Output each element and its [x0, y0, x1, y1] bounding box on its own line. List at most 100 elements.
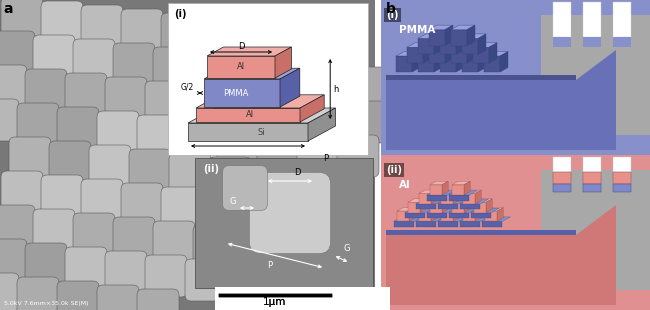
Polygon shape	[188, 123, 308, 141]
Polygon shape	[474, 202, 486, 213]
FancyBboxPatch shape	[0, 205, 35, 247]
Polygon shape	[419, 211, 431, 221]
FancyBboxPatch shape	[145, 81, 187, 123]
Polygon shape	[397, 208, 415, 211]
Bar	[583, 157, 601, 172]
FancyBboxPatch shape	[0, 239, 27, 281]
FancyBboxPatch shape	[321, 203, 363, 245]
Text: G: G	[343, 244, 350, 253]
Polygon shape	[441, 208, 459, 211]
FancyBboxPatch shape	[345, 101, 387, 143]
Polygon shape	[415, 199, 445, 204]
FancyBboxPatch shape	[161, 187, 203, 229]
Text: (ii): (ii)	[203, 164, 219, 174]
Polygon shape	[426, 213, 447, 218]
Polygon shape	[451, 29, 467, 46]
Polygon shape	[418, 34, 442, 38]
FancyBboxPatch shape	[41, 175, 83, 217]
Polygon shape	[204, 68, 300, 79]
Polygon shape	[473, 43, 497, 47]
FancyBboxPatch shape	[1, 171, 43, 213]
FancyBboxPatch shape	[305, 271, 347, 310]
Polygon shape	[397, 211, 410, 221]
FancyBboxPatch shape	[97, 111, 139, 153]
FancyBboxPatch shape	[0, 99, 19, 141]
Polygon shape	[448, 208, 477, 213]
Polygon shape	[460, 199, 488, 204]
Polygon shape	[437, 221, 458, 227]
Polygon shape	[441, 211, 453, 221]
Polygon shape	[440, 38, 456, 54]
Text: PMMA: PMMA	[223, 89, 248, 98]
FancyBboxPatch shape	[33, 35, 75, 77]
Polygon shape	[412, 51, 420, 72]
FancyBboxPatch shape	[241, 195, 283, 237]
Polygon shape	[423, 43, 431, 63]
Bar	[553, 2, 571, 37]
Polygon shape	[445, 43, 453, 63]
FancyBboxPatch shape	[89, 145, 131, 187]
Polygon shape	[386, 205, 616, 305]
Polygon shape	[452, 184, 464, 195]
FancyBboxPatch shape	[337, 135, 379, 177]
Polygon shape	[429, 43, 453, 47]
Polygon shape	[404, 213, 425, 218]
Polygon shape	[484, 56, 500, 72]
FancyBboxPatch shape	[0, 31, 35, 73]
Polygon shape	[419, 193, 431, 204]
Polygon shape	[394, 221, 415, 227]
Polygon shape	[394, 217, 422, 221]
Text: G/2: G/2	[181, 83, 194, 92]
Text: 1μm: 1μm	[263, 297, 287, 307]
FancyBboxPatch shape	[121, 9, 163, 51]
Polygon shape	[453, 208, 459, 221]
Text: Si: Si	[258, 128, 266, 137]
FancyBboxPatch shape	[145, 255, 187, 297]
Polygon shape	[196, 108, 300, 122]
Polygon shape	[448, 195, 469, 201]
FancyBboxPatch shape	[201, 191, 243, 233]
FancyBboxPatch shape	[222, 166, 267, 210]
FancyBboxPatch shape	[241, 21, 283, 63]
Polygon shape	[275, 47, 291, 78]
FancyBboxPatch shape	[97, 285, 139, 310]
Text: Al: Al	[399, 180, 411, 190]
Polygon shape	[448, 213, 469, 218]
Polygon shape	[456, 51, 464, 72]
Polygon shape	[386, 50, 616, 150]
Text: (i): (i)	[174, 9, 187, 19]
Bar	[613, 37, 631, 47]
Bar	[583, 184, 601, 192]
Polygon shape	[434, 51, 442, 72]
FancyBboxPatch shape	[225, 89, 267, 131]
Polygon shape	[475, 190, 481, 204]
FancyBboxPatch shape	[1, 0, 43, 39]
FancyBboxPatch shape	[25, 243, 67, 285]
FancyBboxPatch shape	[185, 259, 227, 301]
FancyBboxPatch shape	[65, 247, 107, 289]
Polygon shape	[475, 208, 481, 221]
Polygon shape	[440, 34, 464, 38]
Text: (ii): (ii)	[386, 165, 402, 175]
Bar	[583, 37, 601, 47]
Polygon shape	[430, 199, 448, 202]
Polygon shape	[420, 199, 426, 213]
FancyBboxPatch shape	[281, 25, 323, 67]
Polygon shape	[452, 199, 470, 202]
Polygon shape	[462, 38, 478, 54]
Polygon shape	[452, 202, 464, 213]
FancyBboxPatch shape	[185, 85, 227, 127]
Text: Al: Al	[237, 62, 245, 71]
FancyBboxPatch shape	[225, 263, 267, 305]
Polygon shape	[408, 202, 420, 213]
FancyBboxPatch shape	[41, 1, 83, 43]
FancyBboxPatch shape	[329, 169, 371, 211]
Polygon shape	[463, 211, 475, 221]
FancyBboxPatch shape	[137, 289, 179, 310]
Polygon shape	[396, 51, 420, 56]
Bar	[553, 184, 571, 192]
Polygon shape	[437, 199, 467, 204]
Polygon shape	[429, 29, 445, 46]
Text: P: P	[323, 154, 328, 163]
FancyBboxPatch shape	[121, 183, 163, 225]
